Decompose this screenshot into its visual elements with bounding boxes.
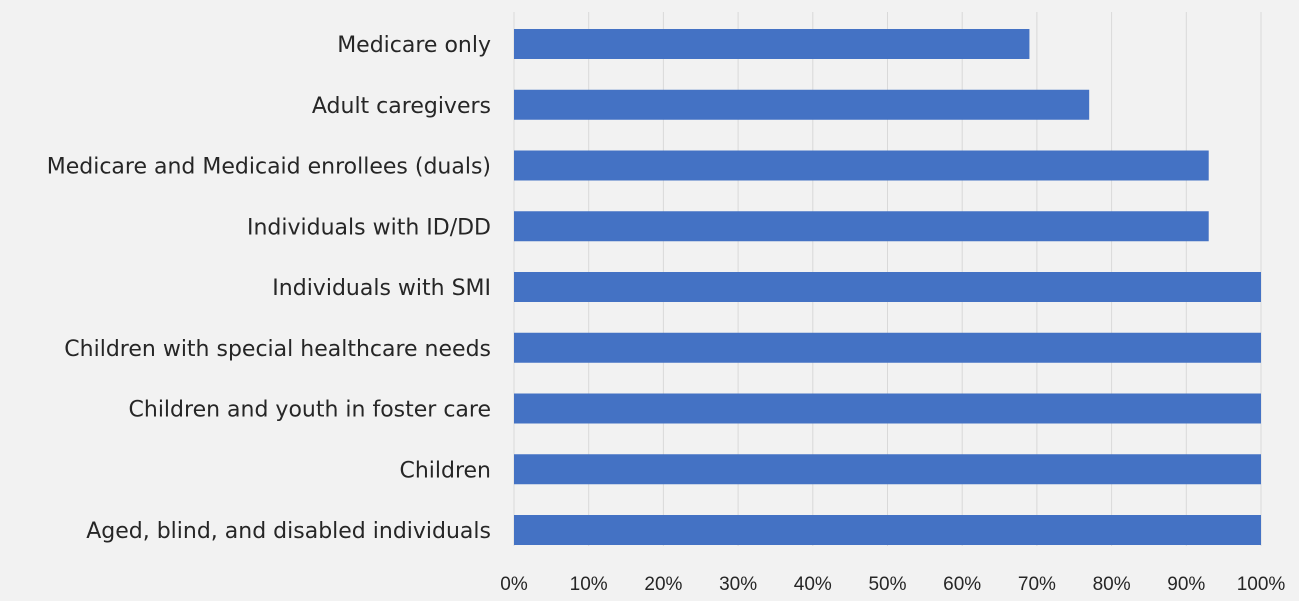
bar <box>514 29 1030 59</box>
x-tick-label: 60% <box>943 574 981 595</box>
x-tick-label: 30% <box>719 574 757 595</box>
bar <box>514 515 1261 545</box>
x-tick-label: 20% <box>644 574 682 595</box>
category-label: Medicare and Medicaid enrollees (duals) <box>47 155 491 180</box>
category-label: Medicare only <box>337 33 491 58</box>
x-tick-label: 10% <box>570 574 608 595</box>
category-label: Aged, blind, and disabled individuals <box>86 519 491 544</box>
x-tick-label: 70% <box>1018 574 1056 595</box>
bar <box>514 211 1209 242</box>
category-label: Individuals with ID/DD <box>247 215 491 240</box>
x-tick-label: 0% <box>500 574 528 595</box>
bar <box>514 89 1090 120</box>
x-tick-labels: 0% 10% 20% 30% 40% 50% 60% 70% 80% 90% 100% <box>500 574 1285 595</box>
category-label: Children <box>399 458 491 483</box>
category-label: Children and youth in foster care <box>129 398 491 423</box>
x-tick-label: 80% <box>1093 574 1131 595</box>
category-labels: Medicare only Adult caregivers Medicare an… <box>47 33 491 544</box>
bar <box>514 272 1261 302</box>
bars <box>514 29 1261 545</box>
bar <box>514 332 1261 363</box>
x-tick-label: 40% <box>794 574 832 595</box>
category-label: Children with special healthcare needs <box>64 337 491 362</box>
bar <box>514 150 1209 181</box>
x-tick-label: 50% <box>868 574 906 595</box>
category-label: Individuals with SMI <box>272 276 491 301</box>
x-tick-label: 90% <box>1167 574 1205 595</box>
x-tick-label: 100% <box>1237 574 1286 595</box>
bar <box>514 393 1261 424</box>
category-label: Adult caregivers <box>312 94 491 119</box>
bar <box>514 454 1261 485</box>
